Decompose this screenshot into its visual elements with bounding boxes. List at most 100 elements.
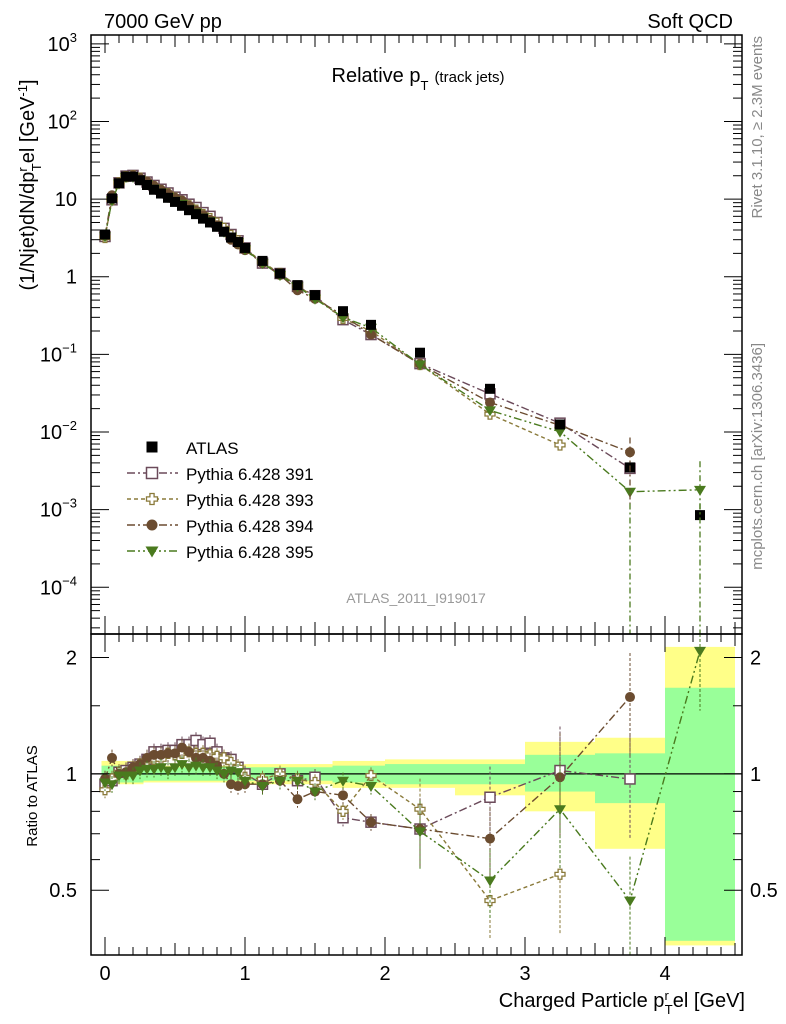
- ratio-y-tick-label-right: 2: [750, 647, 761, 669]
- data-point: [414, 360, 426, 371]
- ratio-point: [134, 766, 146, 777]
- y-tick-label: 1: [66, 267, 77, 289]
- uncertainty-bands: [91, 646, 742, 946]
- data-point: [149, 184, 159, 195]
- y-tick-label: 103: [48, 30, 77, 56]
- legend-marker: [145, 492, 159, 506]
- data-point: [338, 306, 348, 317]
- ratio-y-tick-label: 2: [66, 647, 77, 669]
- ratio-point: [204, 763, 216, 774]
- data-point: [156, 188, 166, 199]
- plot-title-sub: T: [420, 78, 428, 93]
- legend-marker: [146, 441, 158, 453]
- x-tick-label: 3: [519, 963, 530, 985]
- x-axis-label: Charged Particle pr Tel [GeV]: [499, 988, 745, 1017]
- data-point: [128, 171, 138, 182]
- data-point: [226, 232, 236, 243]
- mcplots-label: mcplots.cern.ch [arXiv:1306.3436]: [749, 343, 766, 570]
- data-point: [240, 242, 250, 253]
- ratio-point: [624, 773, 636, 785]
- ratio-point: [127, 771, 139, 782]
- data-point: [100, 229, 110, 240]
- data-point: [292, 280, 303, 291]
- ratio-point: [694, 646, 706, 657]
- ratio-point: [292, 794, 303, 805]
- ratio-panel: 0.5 0.5 1 1 2 2 0 1 2 3 4: [49, 633, 778, 985]
- rivet-label: Rivet 3.1.10, ≥ 2.3M events: [749, 36, 766, 219]
- main-axes: 10−4 10−3 10−2 10−1 1 10 102 103: [40, 30, 743, 635]
- header-right-label: Soft QCD: [647, 11, 733, 33]
- legend-label: Pythia 6.428 391: [186, 465, 314, 484]
- legend-item-pythia-6-428-395: Pythia 6.428 395: [127, 543, 314, 562]
- data-point: [114, 178, 124, 189]
- ratio-point: [155, 763, 167, 774]
- legend-label: Pythia 6.428 393: [186, 491, 314, 510]
- data-point: [219, 226, 229, 237]
- ratio-point: [365, 782, 377, 793]
- data-point: [170, 196, 180, 207]
- ratio-point: [170, 748, 180, 759]
- data-point: [135, 175, 145, 186]
- ratio-axes: 0.5 0.5 1 1 2 2 0 1 2 3 4: [49, 633, 778, 985]
- data-point: [177, 200, 187, 211]
- ratio-point: [338, 790, 348, 801]
- data-point: [257, 255, 268, 266]
- plot-title-main: Relative p: [332, 65, 421, 87]
- ratio-point: [232, 768, 244, 779]
- data-point: [198, 213, 208, 224]
- series-atlas: [100, 171, 705, 521]
- legend-label: Pythia 6.428 394: [186, 517, 314, 536]
- ratio-point: [485, 833, 495, 844]
- ratio-point: [337, 805, 349, 817]
- ratio-point: [337, 776, 349, 787]
- legend-marker: [145, 466, 159, 480]
- main-y-axis-label: (1/Njet)dN/dprTel [GeV-1]: [15, 79, 44, 290]
- plot-title: Relative pT (track jets): [332, 65, 505, 93]
- analysis-label: ATLAS_2011_I919017: [346, 590, 486, 606]
- legend-item-pythia-6-428-394: Pythia 6.428 394: [127, 517, 314, 536]
- legend: ATLAS Pythia 6.428 391 Pythia 6.428 393 Pyt…: [127, 439, 314, 562]
- ratio-point: [291, 776, 304, 787]
- data-point: [484, 406, 496, 417]
- ratio-point: [274, 776, 286, 787]
- legend-marker: [146, 519, 158, 531]
- data-point: [366, 329, 376, 340]
- y-tick-label: 10: [55, 189, 77, 211]
- ratio-point: [176, 760, 188, 771]
- legend-item-pythia-6-428-391: Pythia 6.428 391: [127, 465, 314, 484]
- ratio-y-tick-label: 0.5: [49, 880, 77, 902]
- data-point: [485, 383, 495, 394]
- data-point: [107, 193, 117, 204]
- ratio-point: [169, 763, 181, 774]
- ratio-point: [624, 896, 636, 907]
- data-point: [163, 192, 173, 203]
- plot-title-small: (track jets): [434, 69, 504, 86]
- data-point: [554, 439, 566, 451]
- x-tick-label: 0: [99, 963, 110, 985]
- ratio-y-tick-label: 1: [66, 764, 77, 786]
- ratio-series-layer: [99, 634, 706, 955]
- ratio-point: [554, 868, 566, 880]
- inner-band: [665, 687, 735, 941]
- series-pythia-6-428-394: [100, 170, 635, 458]
- ratio-point: [218, 769, 230, 780]
- data-point: [310, 290, 320, 301]
- ratio-point: [366, 817, 376, 828]
- main-series-layer: [99, 169, 706, 634]
- y-tick-label: 10−3: [40, 496, 77, 522]
- ratio-point: [365, 769, 377, 782]
- legend-label: Pythia 6.428 395: [186, 543, 314, 562]
- ratio-point: [162, 766, 174, 777]
- ratio-point: [414, 827, 426, 838]
- data-point: [275, 268, 285, 279]
- y-tick-label: 10−2: [40, 418, 77, 444]
- legend-item-pythia-6-428-393: Pythia 6.428 393: [127, 491, 314, 510]
- series-line-pythia-6-428-394: [104, 174, 631, 453]
- ratio-point: [309, 787, 321, 798]
- data-point: [554, 427, 566, 438]
- data-point: [366, 319, 376, 330]
- x-tick-label: 4: [659, 963, 670, 985]
- data-point: [233, 237, 243, 248]
- data-point: [212, 221, 222, 232]
